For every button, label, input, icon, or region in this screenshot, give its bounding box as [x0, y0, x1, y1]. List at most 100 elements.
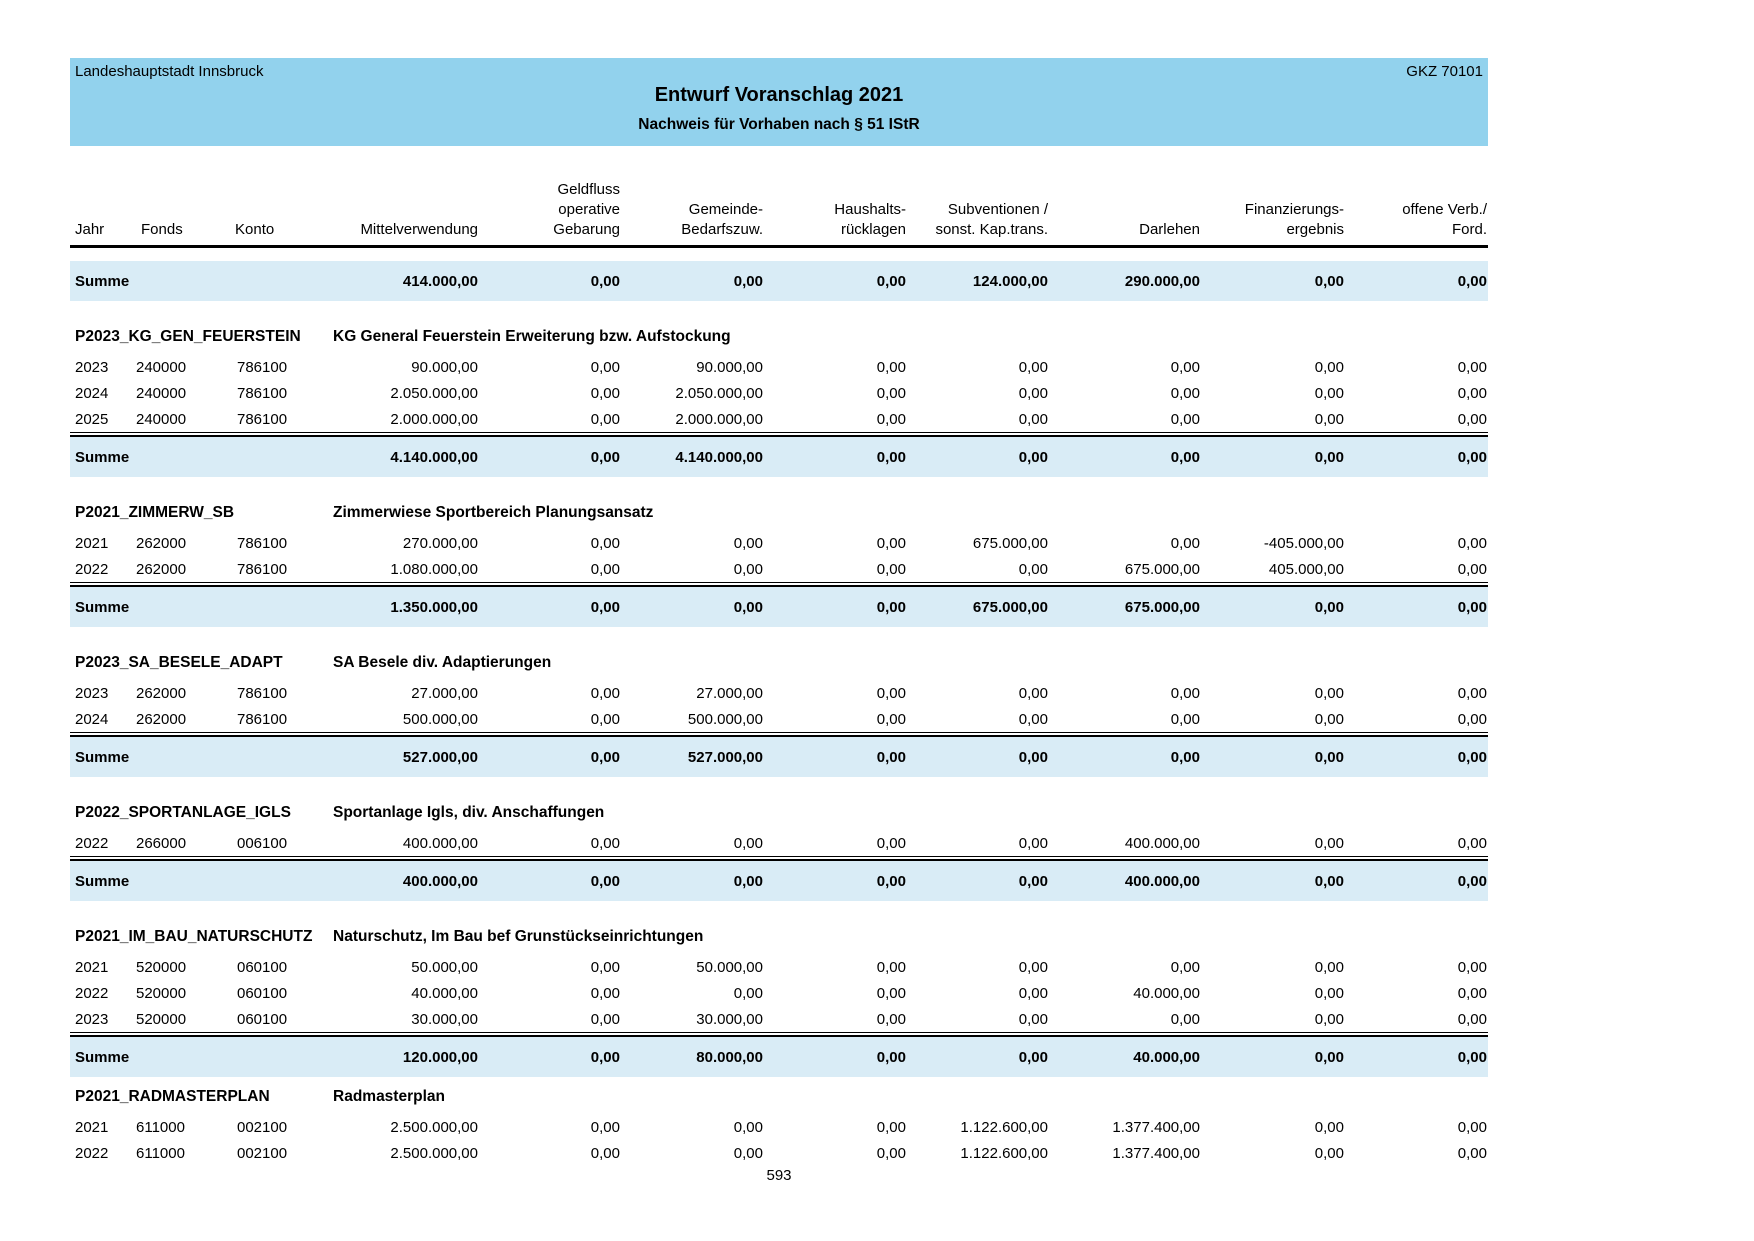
- summe-value-4: 675.000,00: [972, 598, 1048, 616]
- jahr-cell: 2022: [75, 834, 109, 852]
- project-section: P2021_IM_BAU_NATURSCHUTZ Naturschutz, Im …: [70, 927, 1488, 1077]
- summe-value-6: 0,00: [1314, 1048, 1344, 1066]
- section-header: P2023_KG_GEN_FEUERSTEIN KG General Feuers…: [70, 327, 1488, 347]
- value-cell-2: 500.000,00: [687, 710, 763, 728]
- summe-value-5: 675.000,00: [1124, 598, 1200, 616]
- section-total-row: Summe 527.000,00 0,00 527.000,00 0,00 0,00 0,0…: [70, 737, 1488, 777]
- section-rule: [70, 432, 1488, 437]
- summe-value-0: 120.000,00: [402, 1048, 478, 1066]
- project-section: P2023_KG_GEN_FEUERSTEIN KG General Feuers…: [70, 327, 1488, 477]
- section-header: P2022_SPORTANLAGE_IGLS Sportanlage Igls, …: [70, 803, 1488, 823]
- summe-value-3: 0,00: [876, 748, 906, 766]
- fonds-cell: 240000: [136, 410, 187, 428]
- fonds-cell: 611000: [136, 1118, 185, 1136]
- summe-value-5: 0,00: [1170, 448, 1200, 466]
- value-cell-4: 0,00: [1018, 358, 1048, 376]
- column-header-10: offene Verb./ Ford.: [1402, 201, 1487, 238]
- value-cell-3: 0,00: [876, 1118, 906, 1136]
- value-cell-6: -405.000,00: [1263, 534, 1344, 552]
- konto-cell: 060100: [237, 1010, 288, 1028]
- value-cell-5: 40.000,00: [1133, 984, 1200, 1002]
- value-cell-5: 400.000,00: [1124, 834, 1200, 852]
- summe-value-6: 0,00: [1314, 598, 1344, 616]
- summe-value-2: 80.000,00: [696, 1048, 763, 1066]
- value-cell-0: 90.000,00: [411, 358, 478, 376]
- jahr-cell: 2022: [75, 984, 109, 1002]
- value-cell-7: 0,00: [1457, 684, 1487, 702]
- section-total-row: Summe 400.000,00 0,00 0,00 0,00 0,00 400.000,0…: [70, 861, 1488, 901]
- table-row: 2025 240000 786100 2.000.000,00 0,00 2.000.00…: [70, 406, 1488, 432]
- value-cell-1: 0,00: [590, 358, 620, 376]
- value-cell-7: 0,00: [1457, 384, 1487, 402]
- value-cell-0: 500.000,00: [402, 710, 478, 728]
- summe-label: Summe: [75, 272, 130, 290]
- fonds-cell: 266000: [136, 834, 187, 852]
- summe-value-5: 0,00: [1170, 748, 1200, 766]
- summe-value-1: 0,00: [590, 272, 620, 290]
- summe-label: Summe: [75, 872, 130, 890]
- jahr-cell: 2021: [75, 958, 109, 976]
- value-cell-3: 0,00: [876, 384, 906, 402]
- value-cell-3: 0,00: [876, 560, 906, 578]
- project-description: Radmasterplan: [333, 1088, 445, 1105]
- value-cell-0: 400.000,00: [402, 834, 478, 852]
- table-row: 2022 520000 060100 40.000,00 0,00 0,00 0,00 0,0…: [70, 980, 1488, 1006]
- summe-value-4: 0,00: [1018, 448, 1048, 466]
- table-row: 2023 520000 060100 30.000,00 0,00 30.000,00 0,…: [70, 1006, 1488, 1032]
- konto-cell: 002100: [237, 1118, 288, 1136]
- summe-value-7: 0,00: [1457, 872, 1487, 890]
- value-cell-1: 0,00: [590, 834, 620, 852]
- section-header: P2021_RADMASTERPLAN Radmasterplan: [70, 1087, 1488, 1107]
- value-cell-7: 0,00: [1457, 1118, 1487, 1136]
- konto-cell: 786100: [237, 684, 288, 702]
- konto-cell: 786100: [237, 358, 288, 376]
- column-header-4: Geldfluss operative Gebarung: [553, 181, 620, 238]
- value-cell-4: 0,00: [1018, 684, 1048, 702]
- value-cell-3: 0,00: [876, 834, 906, 852]
- value-cell-3: 0,00: [876, 1144, 906, 1162]
- project-sections: P2023_KG_GEN_FEUERSTEIN KG General Feuers…: [70, 327, 1488, 1166]
- page-number: 593: [766, 1167, 792, 1184]
- jahr-cell: 2021: [75, 1118, 109, 1136]
- value-cell-3: 0,00: [876, 958, 906, 976]
- value-cell-1: 0,00: [590, 534, 620, 552]
- value-cell-6: 0,00: [1314, 1010, 1344, 1028]
- value-cell-2: 2.000.000,00: [675, 410, 763, 428]
- value-cell-7: 0,00: [1457, 834, 1487, 852]
- section-rule: [70, 732, 1488, 737]
- column-header-3: Mittelverwendung: [360, 221, 478, 238]
- fonds-cell: 262000: [136, 684, 187, 702]
- jahr-cell: 2022: [75, 560, 109, 578]
- summe-value-7: 0,00: [1457, 448, 1487, 466]
- document-title: Entwurf Voranschlag 2021: [654, 84, 904, 106]
- budget-table: Jahr Fonds Konto Mittelverwendung Geldfluss …: [70, 180, 1488, 1184]
- column-header-6: Haushalts- rücklagen: [834, 201, 906, 238]
- summe-value-3: 0,00: [876, 1048, 906, 1066]
- summe-value-2: 0,00: [733, 272, 763, 290]
- table-row: 2023 262000 786100 27.000,00 0,00 27.000,00 0,…: [70, 680, 1488, 706]
- summe-value-7: 0,00: [1457, 598, 1487, 616]
- konto-cell: 060100: [237, 984, 288, 1002]
- section-header: P2021_ZIMMERW_SB Zimmerwiese Sportbereich…: [70, 503, 1488, 523]
- value-cell-2: 0,00: [733, 1118, 763, 1136]
- table-row: 2024 262000 786100 500.000,00 0,00 500.000,00…: [70, 706, 1488, 732]
- summe-value-4: 124.000,00: [972, 272, 1048, 290]
- summe-value-1: 0,00: [590, 872, 620, 890]
- column-header-8: Darlehen: [1139, 221, 1200, 238]
- value-cell-4: 0,00: [1018, 1010, 1048, 1028]
- section-rule: [70, 856, 1488, 861]
- section-total-row: Summe 120.000,00 0,00 80.000,00 0,00 0,00 40.0…: [70, 1037, 1488, 1077]
- konto-cell: 786100: [237, 710, 288, 728]
- value-cell-0: 2.500.000,00: [390, 1144, 478, 1162]
- value-cell-7: 0,00: [1457, 410, 1487, 428]
- value-cell-0: 27.000,00: [411, 684, 478, 702]
- value-cell-0: 1.080.000,00: [390, 560, 478, 578]
- value-cell-5: 1.377.400,00: [1112, 1118, 1200, 1136]
- value-cell-0: 30.000,00: [411, 1010, 478, 1028]
- value-cell-6: 0,00: [1314, 710, 1344, 728]
- value-cell-4: 0,00: [1018, 710, 1048, 728]
- jahr-cell: 2023: [75, 358, 109, 376]
- value-cell-2: 30.000,00: [696, 1010, 763, 1028]
- value-cell-3: 0,00: [876, 710, 906, 728]
- value-cell-0: 50.000,00: [411, 958, 478, 976]
